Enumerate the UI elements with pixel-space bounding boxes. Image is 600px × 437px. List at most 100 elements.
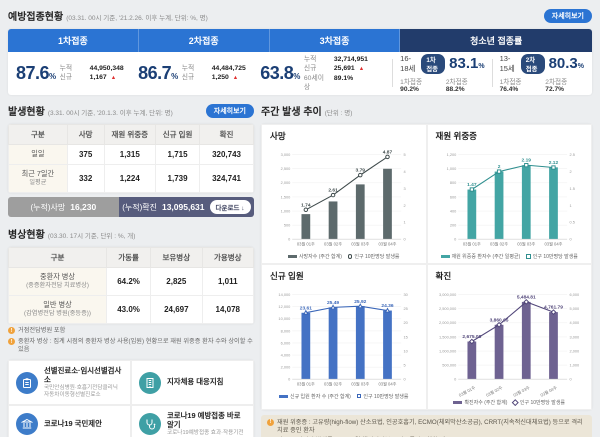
svg-text:1.47: 1.47 xyxy=(467,182,477,188)
building-icon xyxy=(139,371,161,394)
svg-text:30: 30 xyxy=(404,292,408,297)
svg-text:3,000: 3,000 xyxy=(281,152,291,157)
dose2-badge: 2차접종 xyxy=(520,53,545,74)
cumulative-bar: (누적)사망 16,230 (누적)확진 13,095,631 다운로드 ↓ xyxy=(8,197,254,217)
svg-text:03월 02주: 03월 02주 xyxy=(324,380,342,386)
table-row: 최근 7일간 일평균 332 1,224 1,739 324,741 xyxy=(8,164,254,193)
dose1-badge: 1차접종 xyxy=(421,53,446,74)
svg-text:03월 04주: 03월 04주 xyxy=(539,384,558,398)
svg-text:24.36: 24.36 xyxy=(381,303,393,309)
svg-text:400: 400 xyxy=(449,208,455,213)
link-local-gov-guidelines[interactable]: 지자체용 대응지침 xyxy=(131,360,254,405)
divider xyxy=(392,59,394,87)
severe-chart-plot: 1,200 1,000 800 600 400 200 0 2.5 2 1.5 1 0.5 0 1.47 2… xyxy=(432,143,588,252)
vaccination-title: 예방접종현황 xyxy=(8,12,64,23)
occurrence-subtitle: (3.31. 00시 기준, '20.1.3. 이후 누계, 단위: 명) xyxy=(47,110,173,117)
link-screening-centers[interactable]: 선별진료소·임시선별검사소 국민안심병원·호흡기전담클리닉 자동차이동형선별진료소 xyxy=(8,360,131,405)
weekly-note-1: ! 재원 위중증 : 고유량(high-flow) 산소요법, 인공호흡기, E… xyxy=(267,418,586,435)
svg-text:15: 15 xyxy=(404,334,408,339)
vaccination-stats: 87.6% 누적 44,950,348 신규 1,167 ▲ 86.7% 누적 44,4… xyxy=(8,52,592,95)
note-icon: ! xyxy=(8,338,15,345)
youth-13-15-stat: 13-15세 2차접종 80.3% 1차접종 76.4% 2차접종 72.7% xyxy=(499,53,585,93)
svg-text:2.12: 2.12 xyxy=(548,160,558,166)
svg-text:3,000,000: 3,000,000 xyxy=(439,292,456,297)
dose2-stat: 86.7% 누적 44,484,725 신규 1,250 ▲ xyxy=(138,62,246,83)
svg-text:03월 03주: 03월 03주 xyxy=(517,241,535,247)
svg-text:2: 2 xyxy=(404,203,406,208)
svg-text:0: 0 xyxy=(288,237,290,242)
stethoscope-icon xyxy=(139,413,161,436)
increase-arrow: ▲ xyxy=(358,65,365,72)
svg-text:1,000: 1,000 xyxy=(281,208,291,213)
occurrence-detail-button[interactable]: 자세히보기 xyxy=(205,104,254,118)
svg-text:03월 04주: 03월 04주 xyxy=(544,241,562,247)
divider xyxy=(491,59,493,87)
svg-text:1.5: 1.5 xyxy=(569,186,574,191)
svg-text:03월 01주: 03월 01주 xyxy=(297,380,315,386)
svg-text:1,500: 1,500 xyxy=(281,194,291,199)
beds-note-2: ! 중환자 병상 : 집계 시점의 중환자 병상 사용(입원) 현황으로 재원 … xyxy=(8,338,254,354)
svg-text:500,000: 500,000 xyxy=(442,362,456,367)
svg-text:500: 500 xyxy=(284,222,290,227)
dose3-stat: 63.8% 누적 32,714,951 신규 25,691 ▲ 60세이상 89.1% xyxy=(260,55,368,91)
svg-text:25: 25 xyxy=(404,306,408,311)
tab-youth-rate[interactable]: 청소년 접종률 xyxy=(400,29,592,52)
dose1-stat: 87.6% 누적 44,950,348 신규 1,167 ▲ xyxy=(16,62,124,83)
svg-text:03월 03주: 03월 03주 xyxy=(351,380,369,386)
beds-note-1: ! 거점전담병원 포함 xyxy=(8,327,254,335)
svg-text:5,484.81: 5,484.81 xyxy=(516,294,535,300)
download-button[interactable]: 다운로드 ↓ xyxy=(209,200,251,214)
beds-title: 병상현황 xyxy=(8,230,45,241)
occurrence-title: 발생현황 xyxy=(8,107,45,118)
svg-text:5,000: 5,000 xyxy=(569,306,579,311)
link-vaccine-facts[interactable]: 코로나19 예방접종 바로알기 코로나19예방접종 효과·작용기전 xyxy=(131,405,254,437)
vaccination-card: 1차접종 2차접종 3차접종 청소년 접종률 87.6% 누적 44,950,34… xyxy=(8,29,592,95)
svg-text:4.87: 4.87 xyxy=(383,149,393,155)
svg-text:03월 03주: 03월 03주 xyxy=(351,241,369,247)
svg-text:3: 3 xyxy=(404,186,406,191)
svg-text:800: 800 xyxy=(449,180,455,185)
svg-text:1,500,000: 1,500,000 xyxy=(439,334,456,339)
weekly-charts: 사망 3,000 2,500 2,000 1,500 1,000 500 0 5 4 3 2 1 0 1.… xyxy=(261,124,592,410)
clipboard-icon xyxy=(16,371,38,394)
vaccination-detail-button[interactable]: 자세히보기 xyxy=(543,9,592,23)
link-public-suggestions[interactable]: 코로나19 국민제안 xyxy=(8,405,131,437)
svg-text:03월 01주: 03월 01주 xyxy=(457,384,476,398)
admissions-chart-plot: 14,000 12,000 10,000 8,000 6,000 4,000 2,000 0 3… xyxy=(266,283,422,392)
svg-text:3.79: 3.79 xyxy=(356,168,366,174)
chart-new-admissions: 신규 입원 14,000 12,000 10,000 8,000 6,000 4,000 2… xyxy=(261,263,427,410)
svg-text:0: 0 xyxy=(454,376,456,381)
svg-text:2,000,000: 2,000,000 xyxy=(439,320,456,325)
dose1-percent: 87.6% xyxy=(16,62,56,83)
weekly-title: 주간 발생 추이 xyxy=(261,107,322,118)
svg-text:200: 200 xyxy=(449,222,455,227)
svg-text:1: 1 xyxy=(404,220,406,225)
svg-text:10: 10 xyxy=(404,348,408,353)
svg-text:0: 0 xyxy=(569,376,571,381)
tab-dose3[interactable]: 3차접종 xyxy=(269,29,401,52)
svg-text:6,000: 6,000 xyxy=(281,340,291,345)
table-row: 일일 375 1,315 1,715 320,743 xyxy=(8,144,254,165)
svg-text:12,000: 12,000 xyxy=(278,304,290,309)
tab-dose1[interactable]: 1차접종 xyxy=(8,29,139,52)
svg-text:14,000: 14,000 xyxy=(278,292,290,297)
beds-table-header-row: 구분 가동률 보유병상 가용병상 xyxy=(8,247,254,268)
svg-text:03월 02주: 03월 02주 xyxy=(324,241,342,247)
weekly-header: 주간 발생 추이 (단위 : 명) xyxy=(261,102,592,120)
vaccination-header: 예방접종현황 (03.31. 00시 기준, '21.2.26. 이후 누계, 단… xyxy=(8,7,592,25)
svg-text:03월 02주: 03월 02주 xyxy=(484,384,503,398)
svg-text:10,000: 10,000 xyxy=(278,316,290,321)
tab-dose2[interactable]: 2차접종 xyxy=(138,29,270,52)
svg-text:2.5: 2.5 xyxy=(569,152,574,157)
svg-text:600: 600 xyxy=(449,194,455,199)
occurrence-header: 발생현황 (3.31. 00시 기준, '20.1.3. 이후 누계, 단위: 명… xyxy=(8,102,254,120)
svg-text:3,860.65: 3,860.65 xyxy=(489,317,508,323)
svg-text:0: 0 xyxy=(569,237,571,242)
table-row: 일반 병상 (감염병전담 병원(중등증)) 43.0% 24,697 14,078 xyxy=(8,295,254,324)
svg-text:1,200: 1,200 xyxy=(446,152,456,157)
quick-links: 선별진료소·임시선별검사소 국민안심병원·호흡기전담클리닉 자동차이동형선별진료소… xyxy=(8,360,254,437)
beds-header: 병상현황 (03.30. 17시 기준, 단위 : %, 개) xyxy=(8,225,254,243)
svg-text:2: 2 xyxy=(569,169,571,174)
weekly-trend-panel: 주간 발생 추이 (단위 : 명) 사망 3,000 2,500 2,000 1,500… xyxy=(261,102,592,437)
